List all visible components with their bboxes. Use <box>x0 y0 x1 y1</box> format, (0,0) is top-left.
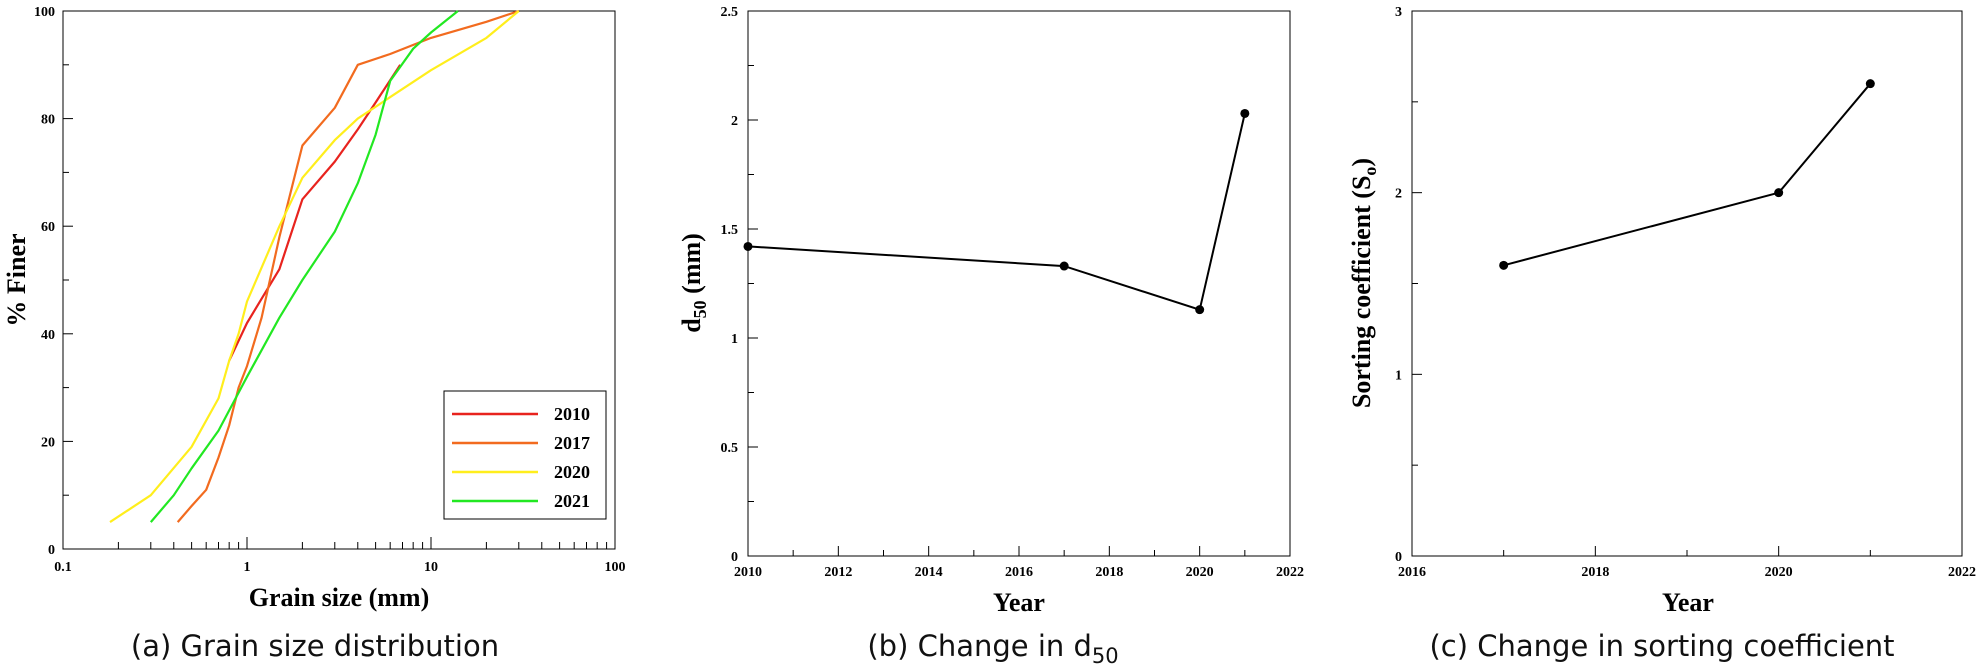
x-axis-title: Year <box>1662 588 1714 617</box>
y-tick-label: 2 <box>1395 187 1402 202</box>
y-tick-label: 1.5 <box>721 223 739 238</box>
plot-frame <box>1411 10 1963 557</box>
x-tick-label: 100 <box>605 560 626 575</box>
series-line <box>1503 83 1872 267</box>
x-tick-label: 2020 <box>1186 565 1214 580</box>
data-point <box>743 241 753 251</box>
legend-box <box>443 390 607 520</box>
y-axis-title-sub: o <box>1360 167 1380 176</box>
series-lines <box>109 9 520 524</box>
y-tick-label: 80 <box>41 113 55 128</box>
series-line-2020 <box>109 10 520 524</box>
x-axis-title: Year <box>993 588 1045 617</box>
x-tick-label: 2014 <box>915 565 943 580</box>
x-tick-label: 2022 <box>1276 565 1304 580</box>
y-tick-label: 0 <box>731 550 738 565</box>
legend-label-2020: 2020 <box>554 462 590 482</box>
y-axis-title: Sorting coefficient (So) <box>1347 158 1380 408</box>
data-point <box>1059 261 1069 271</box>
series-lines <box>1499 79 1875 270</box>
caption-a: (a) Grain size distribution <box>131 629 499 663</box>
y-tick-label: 1 <box>1395 368 1402 383</box>
x-tick-label: 2016 <box>1398 565 1426 580</box>
axis-ticks <box>747 10 1291 557</box>
data-point <box>1774 188 1784 198</box>
x-tick-label: 10 <box>424 560 438 575</box>
data-point <box>1499 260 1509 270</box>
y-tick-labels: 0 0.5 1 1.5 2 2.5 <box>721 5 739 565</box>
y-axis-title-main: Sorting coefficient (S <box>1347 176 1376 409</box>
x-tick-label: 2022 <box>1948 565 1976 580</box>
axis-ticks <box>1411 10 1963 557</box>
y-axis-title-suffix: (mm) <box>677 233 706 300</box>
sorting-coefficient-chart: 2016 2018 2020 2022 0 1 2 3 Year Sorting coeff… <box>1347 5 1976 663</box>
data-point <box>1240 108 1250 118</box>
x-tick-label: 2020 <box>1765 565 1793 580</box>
x-tick-labels: 2016 2018 2020 2022 <box>1398 565 1976 580</box>
legend-label-2010: 2010 <box>554 404 590 424</box>
x-axis-title: Grain size (mm) <box>249 583 430 612</box>
y-axis-title-suffix: ) <box>1347 158 1376 167</box>
series-line-2021 <box>149 10 459 523</box>
y-axis-title: % Finer <box>2 233 31 326</box>
y-tick-label: 2.5 <box>721 5 739 20</box>
caption-b: (b) Change in d50 <box>867 629 1118 668</box>
y-tick-label: 0.5 <box>721 441 739 456</box>
x-tick-label: 2016 <box>1005 565 1033 580</box>
y-tick-label: 40 <box>41 328 55 343</box>
data-point <box>1865 79 1875 89</box>
y-tick-labels: 0 20 40 60 80 100 <box>34 5 55 558</box>
legend-label-2021: 2021 <box>554 491 590 511</box>
caption-c: (c) Change in sorting coefficient <box>1429 629 1894 663</box>
x-tick-labels: 0.1 1 10 100 <box>54 560 625 575</box>
x-tick-label: 2010 <box>734 565 762 580</box>
y-axis-title-sub: 50 <box>690 300 710 318</box>
plot-frame <box>747 10 1291 557</box>
series-lines <box>743 108 1250 315</box>
x-tick-label: 2018 <box>1095 565 1123 580</box>
legend: 2010 2017 2020 2021 <box>443 390 607 520</box>
grain-size-chart: 0.1 1 10 100 0 20 40 60 80 100 Grain size (mm) %… <box>2 5 626 663</box>
y-tick-label: 60 <box>41 220 55 235</box>
y-tick-labels: 0 1 2 3 <box>1395 5 1402 565</box>
caption-b-sub: 50 <box>1092 644 1119 668</box>
data-point <box>1195 305 1205 315</box>
y-tick-label: 3 <box>1395 5 1402 20</box>
series-line <box>747 113 1246 311</box>
series-line-2010 <box>228 64 402 362</box>
y-axis-title-main: d <box>677 318 706 333</box>
series-line-2017 <box>176 9 520 523</box>
x-tick-label: 2012 <box>824 565 852 580</box>
legend-label-2017: 2017 <box>554 433 590 453</box>
d50-chart: 2010 2012 2014 2016 2018 2020 2022 0 0.5 1 1.5 2 2.… <box>677 5 1304 668</box>
y-tick-label: 20 <box>41 435 55 450</box>
x-tick-label: 0.1 <box>54 560 72 575</box>
y-tick-label: 0 <box>1395 550 1402 565</box>
x-tick-label: 1 <box>244 560 251 575</box>
y-tick-label: 100 <box>34 5 55 20</box>
axis-ticks <box>62 10 608 550</box>
y-tick-label: 2 <box>731 114 738 129</box>
caption-b-main: (b) Change in d <box>867 629 1092 663</box>
x-tick-label: 2018 <box>1581 565 1609 580</box>
y-tick-label: 1 <box>731 332 738 347</box>
x-tick-labels: 2010 2012 2014 2016 2018 2020 2022 <box>734 565 1304 580</box>
y-tick-label: 0 <box>48 543 55 558</box>
y-axis-title: d50 (mm) <box>677 233 710 333</box>
